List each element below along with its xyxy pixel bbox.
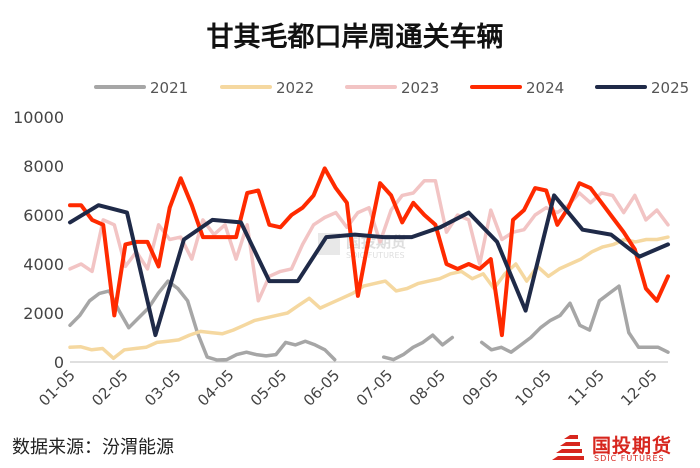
legend: 2021 2022 2023 2024 2025	[94, 79, 689, 97]
x-tick-label: 07-05	[353, 366, 397, 410]
x-tick-label: 08-05	[406, 366, 450, 410]
company-logo: 国投期货 SDIC FUTURES	[548, 430, 698, 466]
x-tick-label: 04-05	[194, 366, 238, 410]
x-tick-label: 10-05	[511, 366, 555, 410]
y-tick-label: 2000	[23, 304, 64, 323]
legend-label-2021: 2021	[150, 79, 188, 97]
source-note: 数据来源：汾渭能源	[12, 437, 174, 458]
x-tick-label: 11-05	[564, 366, 608, 410]
legend-label-2025: 2025	[651, 79, 689, 97]
x-tick-label: 06-05	[300, 366, 344, 410]
watermark-en: SDIC FUTURES	[346, 251, 405, 260]
axes: 0 2000 4000 6000 8000 10000 01-05 02-05 03-05 04-…	[13, 108, 668, 410]
logo-text-en: SDIC FUTURES	[594, 454, 665, 463]
series-line-2022	[68, 235, 670, 361]
y-tick-label: 10000	[13, 108, 64, 127]
series-line-2025	[68, 193, 670, 338]
y-tick-label: 8000	[23, 157, 64, 176]
y-tick-label: 0	[54, 353, 64, 372]
x-tick-label: 09-05	[459, 366, 503, 410]
y-tick-label: 6000	[23, 206, 64, 225]
x-tick-label: 12-05	[617, 366, 661, 410]
x-tick-label: 03-05	[141, 366, 185, 410]
plot-area	[68, 166, 670, 362]
x-tick-label: 02-05	[88, 366, 132, 410]
x-tick-label: 05-05	[247, 366, 291, 410]
logo-mark-icon	[552, 435, 584, 460]
y-tick-label: 4000	[23, 255, 64, 274]
legend-label-2022: 2022	[276, 79, 314, 97]
chart-title: 甘其毛都口岸周通关车辆	[207, 21, 504, 53]
x-tick-label: 01-05	[35, 366, 79, 410]
logo-text-cn: 国投期货	[592, 435, 673, 457]
legend-label-2024: 2024	[526, 79, 564, 97]
legend-label-2023: 2023	[401, 79, 439, 97]
